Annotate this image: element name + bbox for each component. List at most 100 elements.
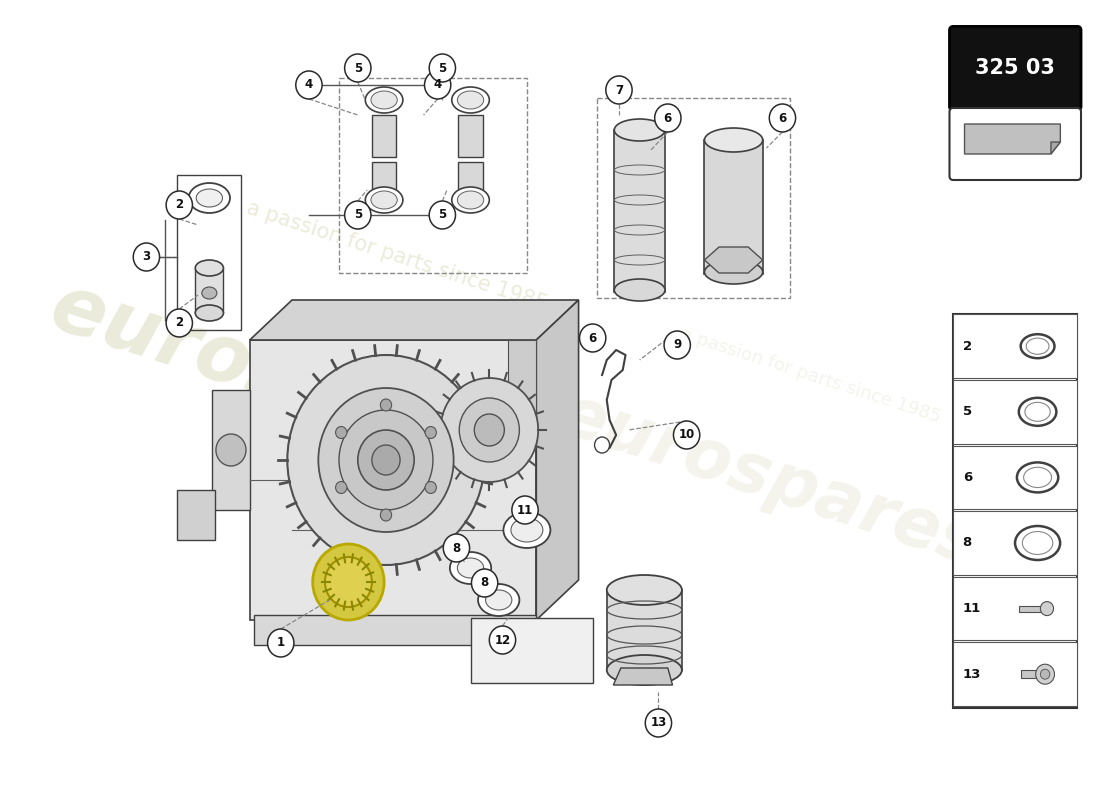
Polygon shape <box>1050 142 1060 154</box>
Ellipse shape <box>365 87 403 113</box>
Text: 5: 5 <box>962 406 971 418</box>
Circle shape <box>336 426 346 438</box>
Bar <box>954 577 1077 640</box>
Ellipse shape <box>452 187 490 213</box>
Circle shape <box>769 104 795 132</box>
Bar <box>954 380 1077 443</box>
Polygon shape <box>250 340 537 620</box>
Circle shape <box>460 398 519 462</box>
Text: 8: 8 <box>481 577 488 590</box>
Text: 325 03: 325 03 <box>976 58 1055 78</box>
Text: 11: 11 <box>517 503 534 517</box>
Circle shape <box>425 482 437 494</box>
Polygon shape <box>704 247 762 273</box>
Ellipse shape <box>201 287 217 299</box>
Circle shape <box>166 191 192 219</box>
Ellipse shape <box>478 584 519 616</box>
Circle shape <box>646 709 672 737</box>
Circle shape <box>1036 664 1055 684</box>
Circle shape <box>1041 602 1054 615</box>
Circle shape <box>336 482 346 494</box>
Circle shape <box>490 626 516 654</box>
Ellipse shape <box>365 187 403 213</box>
Ellipse shape <box>614 279 666 301</box>
Bar <box>954 642 1077 706</box>
Circle shape <box>166 309 192 337</box>
Text: 4: 4 <box>305 78 314 91</box>
Ellipse shape <box>510 518 543 542</box>
Circle shape <box>443 534 470 562</box>
Circle shape <box>654 104 681 132</box>
Circle shape <box>344 201 371 229</box>
Circle shape <box>580 324 606 352</box>
Text: 5: 5 <box>438 209 447 222</box>
Circle shape <box>594 437 609 453</box>
Text: 5: 5 <box>438 62 447 74</box>
Ellipse shape <box>458 558 484 578</box>
Circle shape <box>429 201 455 229</box>
Circle shape <box>324 557 372 607</box>
Bar <box>1019 606 1047 611</box>
Circle shape <box>318 388 453 532</box>
Ellipse shape <box>458 191 484 209</box>
Circle shape <box>1041 669 1049 679</box>
Text: 1: 1 <box>277 637 285 650</box>
Ellipse shape <box>196 305 223 321</box>
Circle shape <box>673 421 700 449</box>
Text: 13: 13 <box>962 668 981 681</box>
Text: eurospares: eurospares <box>40 268 548 500</box>
Text: 12: 12 <box>494 634 510 646</box>
Bar <box>459 162 483 204</box>
Bar <box>471 618 593 683</box>
Text: 10: 10 <box>679 429 695 442</box>
Circle shape <box>381 509 392 521</box>
Circle shape <box>429 54 455 82</box>
Ellipse shape <box>196 260 223 276</box>
Text: eurospares: eurospares <box>550 380 989 580</box>
Polygon shape <box>177 490 214 540</box>
Bar <box>177 175 241 330</box>
Circle shape <box>474 414 505 446</box>
Circle shape <box>664 331 691 359</box>
Ellipse shape <box>485 590 512 610</box>
Circle shape <box>312 544 384 620</box>
Circle shape <box>606 76 632 104</box>
Bar <box>597 98 790 298</box>
Circle shape <box>358 430 415 490</box>
Text: 2: 2 <box>175 198 184 211</box>
Text: 2: 2 <box>962 340 971 353</box>
Ellipse shape <box>614 119 666 141</box>
Text: 13: 13 <box>650 717 667 730</box>
Polygon shape <box>965 124 1060 154</box>
Polygon shape <box>212 390 250 510</box>
Bar <box>372 115 396 157</box>
Circle shape <box>296 71 322 99</box>
Circle shape <box>425 71 451 99</box>
Bar <box>954 446 1077 509</box>
Text: 7: 7 <box>615 83 623 97</box>
Ellipse shape <box>607 655 682 685</box>
Text: 8: 8 <box>962 537 972 550</box>
Circle shape <box>267 629 294 657</box>
Bar <box>339 78 527 273</box>
Circle shape <box>440 378 538 482</box>
Circle shape <box>425 426 437 438</box>
FancyBboxPatch shape <box>949 26 1081 110</box>
Bar <box>614 130 666 292</box>
Bar <box>704 140 762 274</box>
Bar <box>196 268 223 313</box>
Ellipse shape <box>452 87 490 113</box>
Bar <box>1021 670 1045 678</box>
Text: a passion for parts since 1985: a passion for parts since 1985 <box>679 326 943 426</box>
Circle shape <box>372 445 400 475</box>
Circle shape <box>133 243 160 271</box>
Ellipse shape <box>450 552 492 584</box>
Circle shape <box>512 496 538 524</box>
Ellipse shape <box>371 91 397 109</box>
Text: 8: 8 <box>452 542 461 554</box>
Text: 9: 9 <box>673 338 681 351</box>
Ellipse shape <box>504 512 550 548</box>
Circle shape <box>472 569 498 597</box>
FancyBboxPatch shape <box>949 108 1081 180</box>
Text: 2: 2 <box>175 317 184 330</box>
